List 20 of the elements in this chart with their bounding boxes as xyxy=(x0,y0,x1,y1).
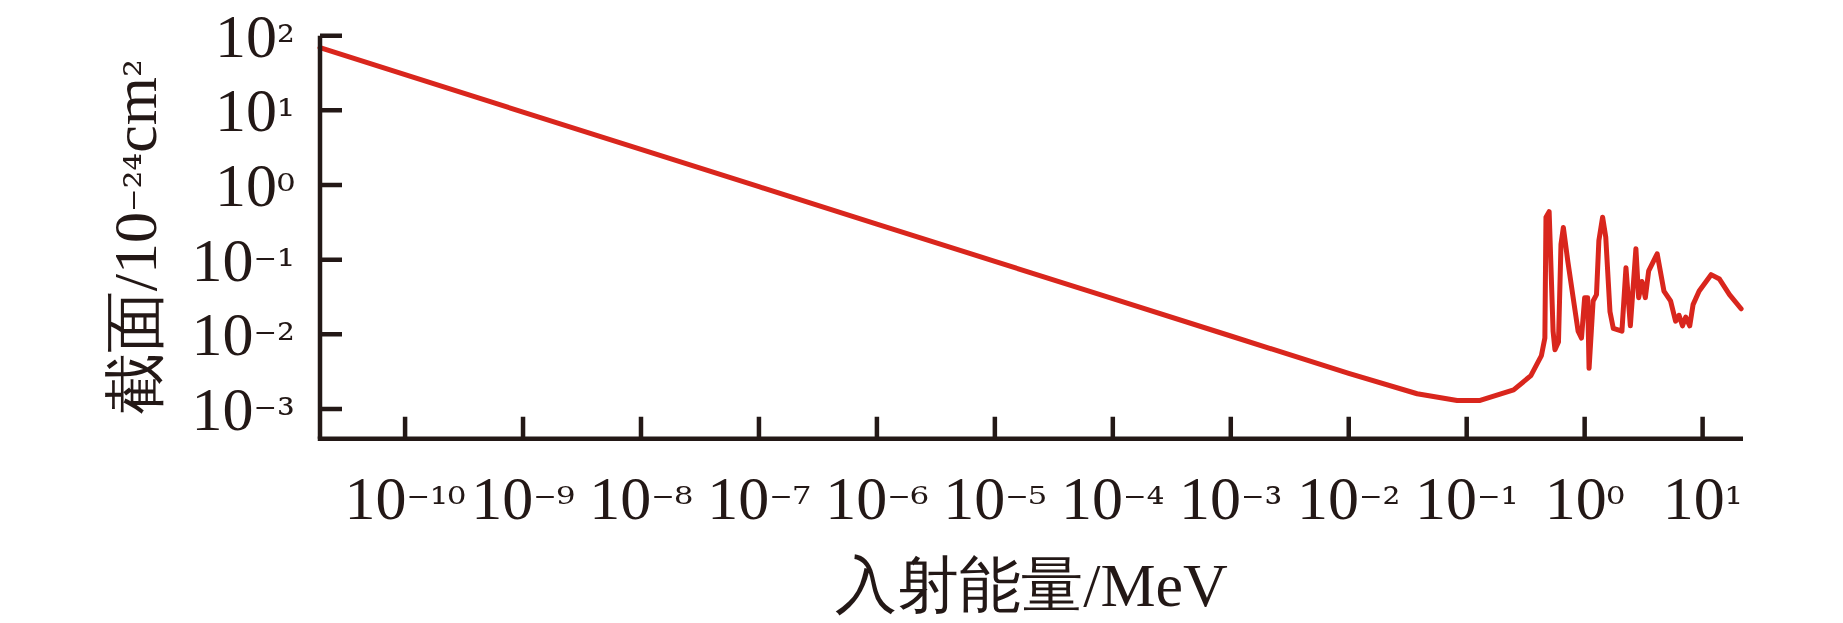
xtick-label: 10⁻¹⁰ xyxy=(344,464,466,532)
xtick-label: 10⁻³ xyxy=(1179,464,1283,532)
ytick-label: 10⁻¹ xyxy=(191,225,295,294)
xtick-label: 10⁻⁹ xyxy=(471,464,575,532)
ytick-label: 10² xyxy=(215,1,295,70)
xtick-label: 10¹ xyxy=(1662,464,1743,532)
xtick-label: 10⁻⁶ xyxy=(825,464,929,532)
ylabel: 截面/10⁻²⁴cm² xyxy=(101,59,169,416)
xtick-label: 10⁻⁷ xyxy=(707,464,811,532)
xtick-label: 10⁻¹ xyxy=(1415,464,1519,532)
ytick-label: 10¹ xyxy=(215,76,295,145)
xtick-label: 10⁰ xyxy=(1544,464,1625,532)
xtick-label: 10⁻⁸ xyxy=(589,464,693,532)
ytick-label: 10⁻² xyxy=(191,300,295,369)
xtick-label: 10⁻⁵ xyxy=(943,464,1047,532)
ytick-label: 10⁻³ xyxy=(191,375,295,443)
ytick-label: 10⁰ xyxy=(215,151,295,219)
xlabel: 入射能量/MeV xyxy=(835,551,1228,619)
xtick-label: 10⁻² xyxy=(1297,464,1401,532)
xtick-label: 10⁻⁴ xyxy=(1061,464,1165,532)
